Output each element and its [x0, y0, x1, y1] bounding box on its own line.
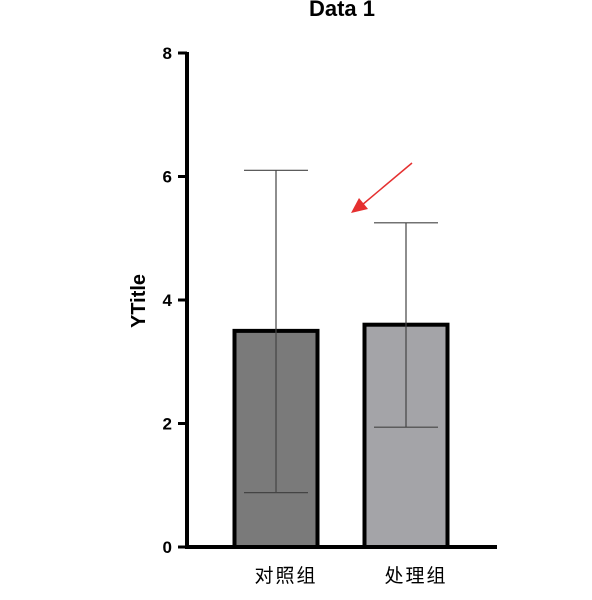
- y-tick-label: 8: [163, 44, 172, 63]
- red-arrow-annotation: [351, 162, 413, 213]
- x-category-label: 处理组: [384, 565, 447, 587]
- axes: [185, 52, 497, 549]
- error-bars: [244, 169, 438, 494]
- red-arrow-shaft: [361, 162, 413, 206]
- x-axis-categories: 对照组 处理组: [254, 565, 447, 587]
- y-axis-ticks: 0 2 4 6 8: [163, 44, 187, 557]
- red-arrow-head: [351, 198, 368, 213]
- y-tick-label: 4: [163, 291, 173, 310]
- x-category-label: 对照组: [254, 565, 317, 587]
- y-axis-title: YTitle: [128, 274, 150, 328]
- y-tick-label: 0: [163, 538, 172, 557]
- y-tick-label: 2: [163, 415, 172, 434]
- bars: [232, 322, 450, 550]
- y-tick-label: 6: [163, 168, 172, 187]
- chart-title: Data 1: [309, 0, 375, 21]
